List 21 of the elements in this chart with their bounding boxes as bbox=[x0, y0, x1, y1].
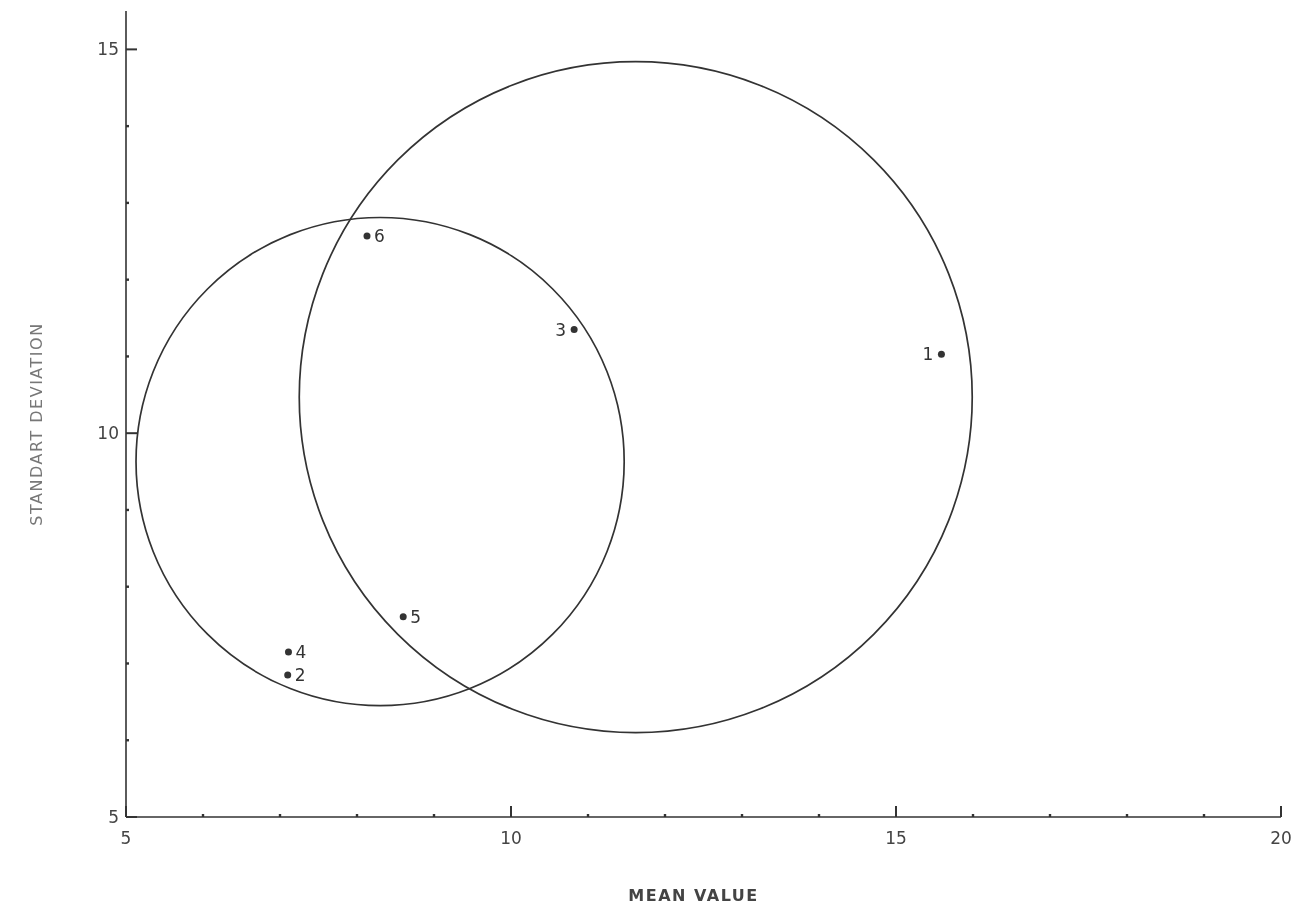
x-tick-label: 15 bbox=[885, 828, 907, 848]
annotation: 1 bbox=[922, 344, 934, 365]
x-tick-label: 5 bbox=[120, 828, 132, 848]
y-axis-title: STANDART DEVIATION bbox=[26, 322, 46, 526]
annotation: 6 bbox=[374, 225, 385, 246]
point bbox=[937, 350, 945, 358]
x-axis-title: MEAN VALUE bbox=[628, 886, 759, 905]
point bbox=[399, 613, 407, 621]
annotation: 5 bbox=[410, 606, 422, 627]
y-tick-label: 10 bbox=[97, 423, 119, 444]
point bbox=[570, 326, 578, 334]
annotation: 4 bbox=[295, 641, 307, 662]
point bbox=[363, 232, 371, 240]
annotation: 3 bbox=[555, 319, 567, 340]
point bbox=[284, 671, 292, 679]
point bbox=[284, 648, 292, 656]
y-tick-label: 5 bbox=[108, 807, 119, 827]
annotation: 2 bbox=[294, 664, 306, 685]
x-tick-label: 10 bbox=[500, 828, 522, 848]
y-tick-label: 15 bbox=[97, 39, 119, 60]
x-tick-label: 20 bbox=[1270, 828, 1292, 848]
